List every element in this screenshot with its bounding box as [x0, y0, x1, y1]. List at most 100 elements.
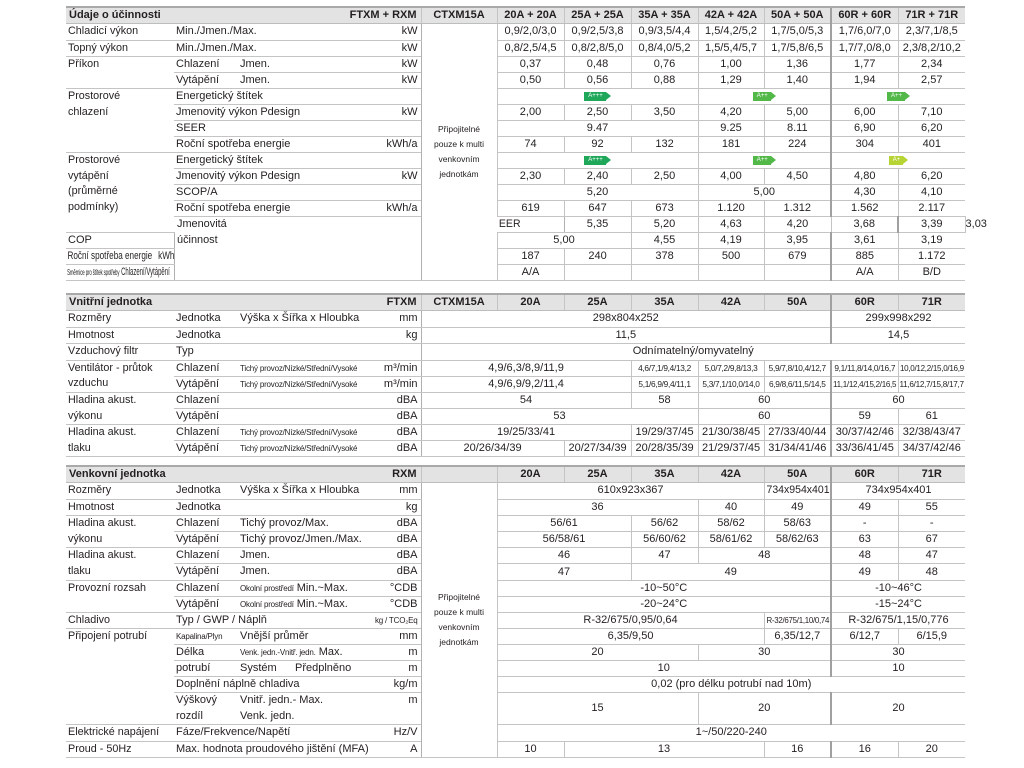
value-cell: 54: [420, 392, 632, 410]
table-row: Připojení potrubí Kapalina/Plyn Vnější prů…: [66, 628, 966, 726]
row-label-wrap: Vytápění Jmen. kW: [174, 73, 421, 88]
row-label-part: Roční spotřeba energie: [176, 202, 291, 215]
value-text: 58/62/63: [775, 533, 819, 546]
value-text: 0,88: [653, 74, 676, 87]
table-row: Roční spotřeba energie kWh/a 74 92 132 181 224…: [66, 136, 966, 154]
row-label: Energetický štítek: [174, 152, 422, 170]
row-group-label-text: Hmotnost: [68, 500, 115, 513]
value-text: -10~50°C: [640, 581, 688, 594]
row-label-part: Okolní prostředí: [240, 583, 294, 593]
unit-label: kWh/a: [386, 202, 418, 215]
value-text: 1,5/4,2/5,2: [705, 25, 758, 38]
column-header-text: 35A + 35A: [638, 9, 691, 21]
row-label-part: Tichý provoz/Nízké/Střední/Vysoké: [240, 379, 358, 389]
value-cell: 47: [897, 547, 966, 565]
value-cell: 647: [563, 200, 632, 218]
value-text: 74: [524, 138, 537, 151]
value-cell: 610x923x367: [496, 482, 765, 500]
value-text: 10,0/12,2/15,0/16,9: [899, 362, 964, 373]
row-label: Chlazení Tichý provoz/Nízké/Střední/Vysok…: [174, 360, 422, 377]
value-cell: 2,40: [563, 168, 632, 186]
value-cell: 53: [420, 408, 699, 426]
value-cell: 63: [830, 531, 899, 549]
table-row: Jmenovitý výkon Pdesign kW 2,00 2,50 3,50 4,20…: [66, 104, 966, 122]
column-header: 71R + 71R: [897, 6, 966, 24]
value-text: 4,19: [720, 234, 742, 247]
row-label-part: Jednotka: [176, 312, 221, 324]
value-text: 500: [721, 250, 741, 263]
value-cell: 10: [496, 660, 832, 678]
value-cell: 48: [830, 547, 899, 565]
value-text: 55: [925, 500, 938, 513]
value-cell: 11,6/12,7/15,8/17,7: [897, 376, 966, 393]
column-header-text: 20A: [520, 468, 541, 480]
row-group-label-text: Hladina akust. tlaku: [68, 549, 137, 577]
column-header: 35A: [630, 293, 699, 311]
value-cell: 4,20: [763, 216, 832, 234]
row-label-wrap: Energetický štítek: [174, 153, 421, 168]
value-text: 4,6/7,1/9,4/13,2: [638, 362, 691, 373]
value-cell: 49: [630, 563, 832, 581]
value-text: 1,94: [854, 74, 876, 87]
value-cell: 1,5/5,4/5,7: [697, 40, 765, 58]
value-text: R-32/675/1,10/0,74: [765, 614, 829, 625]
row-label: Typ: [174, 343, 422, 361]
value-cell: 56/62: [630, 515, 699, 533]
table-row: Roční spotřeba energie kWh/a 619 647 673 1.12…: [66, 200, 966, 218]
value-text: 0,8/2,8/5,0: [571, 41, 624, 54]
value-text: 5,00: [553, 234, 575, 247]
value-text: 4,10: [921, 186, 943, 199]
value-text: 20: [591, 646, 604, 659]
value-text: 5,00: [753, 186, 775, 199]
value-cell: 5,00: [496, 232, 632, 250]
row-label-part: Chlazení: [176, 517, 220, 530]
value-cell: 67: [897, 531, 966, 549]
table-row: Vytápění dBA 53 60 59 61: [66, 408, 966, 426]
value-cell: 14,5: [830, 327, 966, 345]
value-text: 21/30/38/45: [701, 426, 761, 439]
column-header: 25A + 25A: [563, 6, 632, 24]
unit-label: m³/min: [383, 361, 418, 374]
table-row: potrubí Systém Předplněno m 10 10: [66, 660, 966, 678]
row-label-part: Roční spotřeba energie: [176, 138, 291, 151]
row-label: Roční spotřeba energie kWh/a: [174, 200, 422, 218]
unit-label: °CDB: [389, 597, 418, 610]
row-label-wrap: Vytápění Okolní prostředí Min.~Max. °CDB: [174, 597, 421, 612]
energy-label-cell: A+++: [496, 88, 699, 106]
value-cell: 619: [496, 200, 565, 218]
row-label-part: Chlazení: [176, 426, 220, 439]
value-text: 19/29/37/45: [635, 426, 694, 439]
value-cell: 10: [830, 660, 966, 678]
row-label-wrap: Chlazení Jmen. dBA: [174, 548, 421, 563]
value-cell: 74: [496, 136, 565, 154]
header-title-cell: Vnitřní jednotka FTXM: [66, 293, 422, 311]
value-text: 9.47: [586, 122, 609, 135]
row-group-label-text: Topný výkon: [68, 41, 128, 54]
value-cell: 20/27/34/39: [563, 440, 632, 458]
value-text: 3,50: [653, 106, 676, 119]
row-label-part: Tichý provoz/Max.: [240, 517, 329, 530]
table-row: Vytápění Tichý provoz/Jmen./Max. dBA 56/58/…: [66, 531, 966, 549]
value-cell: 0,02 (pro délku potrubí nad 10m): [496, 676, 966, 694]
row-label-wrap: Jmenovitý výkon Pdesign kW: [174, 105, 421, 120]
row-group-label-text: Hmotnost: [68, 328, 115, 341]
value-cell: 19/29/37/45: [630, 424, 699, 442]
value-text: 0,9/2,0/3,0: [504, 25, 557, 38]
row-group-label: Hladina akust. výkonu: [66, 392, 174, 426]
value-text: 1.120: [717, 202, 745, 215]
table-row: Hmotnost Jednotka kg 36 40 49 49 55: [66, 499, 966, 517]
value-text: 1.562: [851, 202, 879, 215]
value-text: -15~24°C: [875, 597, 922, 610]
column-header-text: 50A: [787, 296, 808, 308]
row-label-wrap: Vytápění Jmen. dBA: [174, 564, 421, 579]
row-label-wrap: Výškový rozdíl Vnitř. jedn.- Venk. jedn. M…: [174, 693, 421, 724]
value-text: 4,9/6,3/8,9/11,9: [488, 361, 564, 374]
value-text: 30/37/42/46: [835, 426, 894, 439]
column-header-text: 42A + 42A: [704, 9, 758, 21]
value-text: 4,50: [786, 170, 808, 183]
row-label-wrap: Chlazení Jmen. kW: [174, 57, 421, 72]
value-text: 63: [858, 533, 871, 546]
value-text: 0,76: [653, 58, 676, 71]
value-cell: B/D: [897, 264, 966, 282]
energy-label-cell: A+++: [496, 152, 699, 170]
